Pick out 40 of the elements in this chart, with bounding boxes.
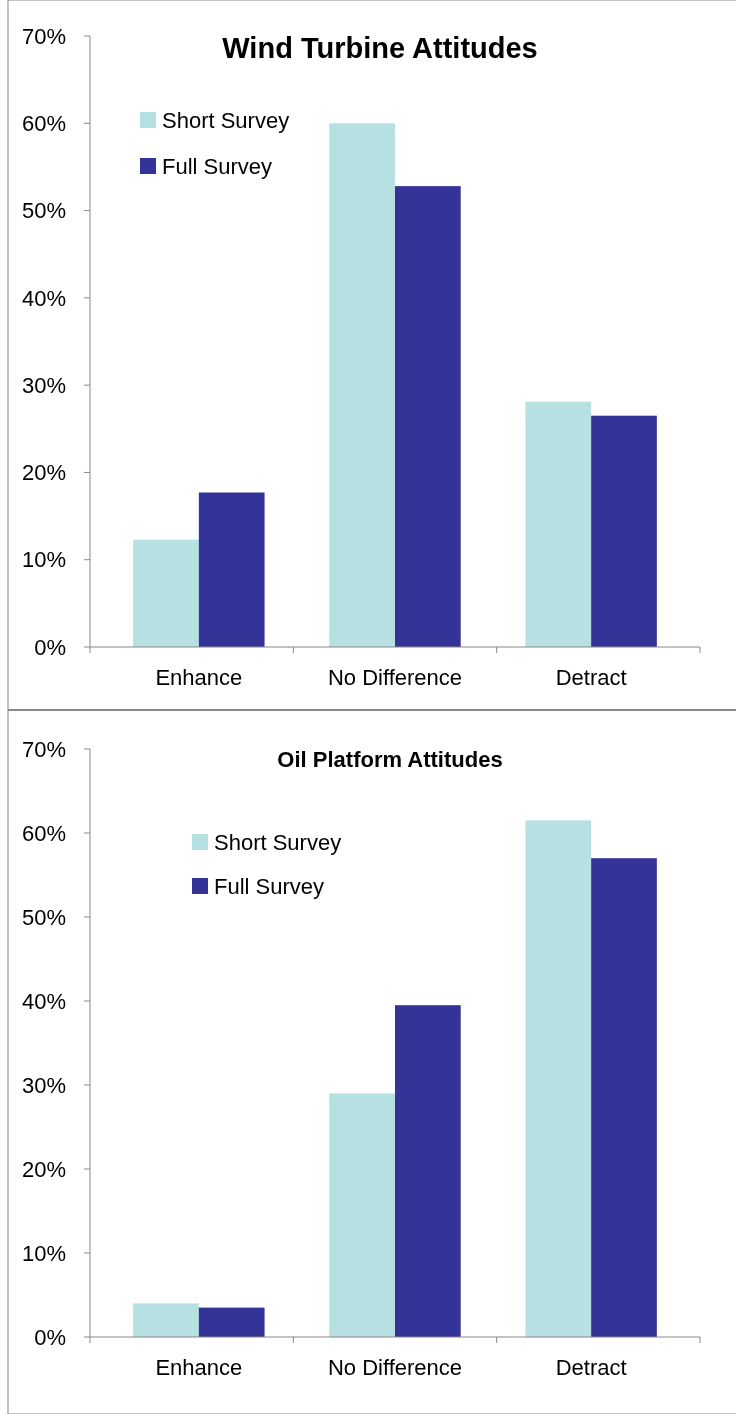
bar [395, 186, 461, 647]
bar [198, 492, 265, 647]
y-tick-label: 20% [21, 1156, 66, 1182]
y-tick-label: 50% [21, 904, 66, 930]
bar [329, 1093, 395, 1337]
y-tick-label: 30% [21, 1072, 66, 1098]
y-tick-label: 60% [21, 110, 66, 136]
y-tick-label: 70% [21, 23, 66, 49]
y-tick-label: 40% [21, 988, 66, 1014]
bar [525, 401, 592, 647]
x-tick-label: No Difference [327, 1355, 463, 1380]
legend-label: Short Survey [214, 829, 342, 855]
bar [395, 1005, 461, 1337]
x-tick-label: Detract [555, 665, 627, 690]
y-tick-label: 40% [21, 285, 66, 311]
x-tick-label: Enhance [155, 1355, 243, 1380]
legend-label: Full Survey [214, 873, 325, 899]
y-tick-label: 10% [21, 547, 66, 573]
bar [198, 1307, 265, 1337]
bar [329, 123, 395, 647]
y-tick-label: 0% [34, 1324, 66, 1350]
y-tick-label: 0% [34, 634, 66, 660]
bar [525, 820, 592, 1337]
y-tick-label: 50% [21, 198, 66, 224]
y-tick-label: 20% [21, 460, 66, 486]
chart-title: Oil Platform Attitudes [277, 747, 503, 772]
legend-label: Short Survey [162, 107, 290, 133]
bar [133, 539, 199, 647]
x-tick-label: No Difference [327, 665, 463, 690]
bar [591, 415, 657, 647]
y-tick-label: 70% [21, 736, 66, 762]
y-tick-label: 10% [21, 1240, 66, 1266]
bar [591, 858, 657, 1337]
y-tick-label: 30% [21, 372, 66, 398]
y-tick-label: 60% [21, 820, 66, 846]
x-tick-label: Enhance [155, 665, 243, 690]
legend-label: Full Survey [162, 153, 273, 179]
chart-title: Wind Turbine Attitudes [222, 32, 538, 64]
x-tick-label: Detract [555, 1355, 627, 1380]
bar [133, 1303, 199, 1337]
